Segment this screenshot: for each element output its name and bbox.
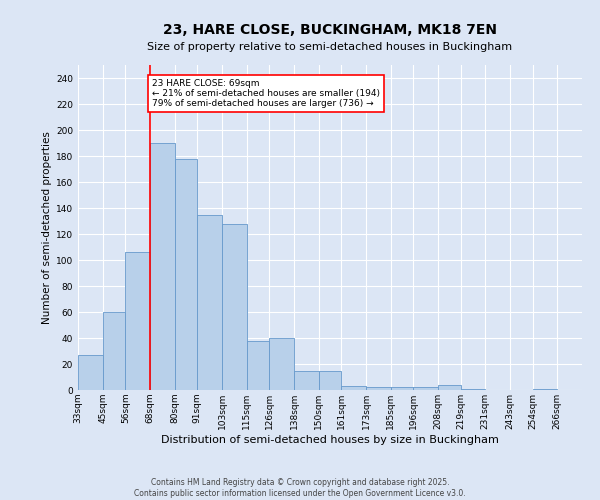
Text: 23, HARE CLOSE, BUCKINGHAM, MK18 7EN: 23, HARE CLOSE, BUCKINGHAM, MK18 7EN	[163, 22, 497, 36]
Bar	[150, 143, 175, 390]
Text: 23 HARE CLOSE: 69sqm
← 21% of semi-detached houses are smaller (194)
79% of semi: 23 HARE CLOSE: 69sqm ← 21% of semi-detac…	[152, 78, 380, 108]
Bar	[533, 388, 557, 390]
Bar	[413, 388, 438, 390]
Text: Size of property relative to semi-detached houses in Buckingham: Size of property relative to semi-detach…	[148, 42, 512, 52]
Bar	[319, 370, 341, 390]
Bar	[294, 370, 319, 390]
Bar	[269, 338, 294, 390]
Bar	[247, 340, 269, 390]
Bar	[438, 385, 461, 390]
Bar	[341, 386, 366, 390]
Bar	[197, 214, 222, 390]
Text: Contains HM Land Registry data © Crown copyright and database right 2025.
Contai: Contains HM Land Registry data © Crown c…	[134, 478, 466, 498]
Bar	[175, 158, 197, 390]
Bar	[366, 388, 391, 390]
X-axis label: Distribution of semi-detached houses by size in Buckingham: Distribution of semi-detached houses by …	[161, 434, 499, 444]
Bar	[461, 388, 485, 390]
Bar	[103, 312, 125, 390]
Bar	[391, 388, 413, 390]
Bar	[78, 355, 103, 390]
Bar	[125, 252, 150, 390]
Y-axis label: Number of semi-detached properties: Number of semi-detached properties	[42, 131, 52, 324]
Bar	[222, 224, 247, 390]
